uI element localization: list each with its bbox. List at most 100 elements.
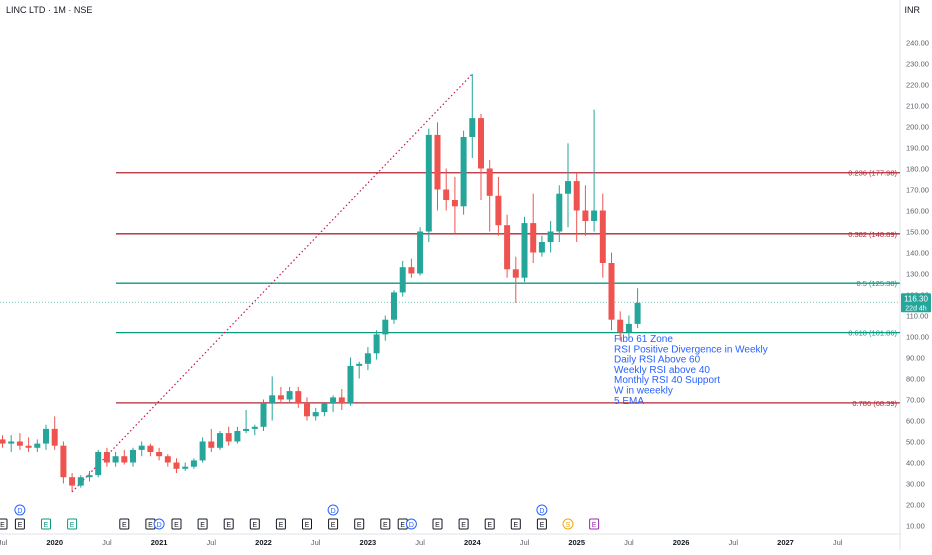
earnings-event-icon[interactable] (119, 518, 130, 530)
earnings-event-icon[interactable] (0, 518, 8, 530)
candle-body[interactable] (417, 231, 424, 274)
candle-body[interactable] (243, 428, 250, 431)
candle-body[interactable] (182, 466, 189, 469)
candle-body[interactable] (382, 319, 389, 335)
trend-line[interactable] (71, 73, 473, 493)
candle-body[interactable] (538, 242, 545, 253)
dividend-event-icon[interactable] (14, 504, 26, 516)
candle-body[interactable] (121, 456, 128, 463)
earnings-event-icon[interactable] (432, 518, 443, 530)
candle-body[interactable] (504, 225, 511, 270)
candle-body[interactable] (625, 323, 632, 333)
candle-body[interactable] (147, 445, 154, 452)
candle-body[interactable] (451, 200, 458, 207)
candle-body[interactable] (277, 395, 284, 400)
earnings-event-icon[interactable] (275, 518, 286, 530)
candle-body[interactable] (312, 412, 319, 417)
candle-body[interactable] (330, 397, 337, 404)
candle-body[interactable] (234, 431, 241, 442)
candle-body[interactable] (321, 403, 328, 413)
candle-body[interactable] (77, 477, 84, 486)
candle-body[interactable] (599, 210, 606, 264)
candle-body[interactable] (173, 462, 180, 469)
earnings-event-icon[interactable] (536, 518, 547, 530)
candle-body[interactable] (304, 403, 310, 417)
candle-body[interactable] (8, 441, 15, 444)
candle-body[interactable] (60, 445, 67, 478)
earnings-event-icon[interactable] (380, 518, 391, 530)
dividend-event-icon[interactable] (405, 518, 417, 530)
candle-body[interactable] (347, 365, 354, 404)
earnings-event-icon[interactable] (589, 518, 600, 530)
candle-body[interactable] (617, 319, 624, 333)
earnings-event-icon[interactable] (484, 518, 495, 530)
candle-body[interactable] (556, 193, 563, 232)
candle-body[interactable] (634, 302, 641, 324)
earnings-event-icon[interactable] (67, 518, 78, 530)
candle-body[interactable] (399, 267, 406, 293)
candle-body[interactable] (16, 441, 23, 446)
candle-body[interactable] (199, 441, 206, 461)
candle-body[interactable] (95, 452, 102, 476)
earnings-event-icon[interactable] (249, 518, 260, 530)
earnings-event-icon[interactable] (223, 518, 234, 530)
candle-body[interactable] (443, 189, 450, 201)
earnings-event-icon[interactable] (14, 518, 25, 530)
candle-body[interactable] (225, 433, 232, 442)
candle-body[interactable] (565, 181, 571, 194)
candle-body[interactable] (478, 118, 484, 169)
candle-body[interactable] (269, 395, 276, 404)
candle-body[interactable] (591, 210, 598, 222)
split-event-icon[interactable] (562, 518, 574, 530)
candle-body[interactable] (486, 168, 493, 196)
earnings-event-icon[interactable] (171, 518, 182, 530)
candle-body[interactable] (338, 397, 345, 404)
candle-body[interactable] (295, 391, 302, 404)
candle-body[interactable] (43, 428, 49, 444)
earnings-event-icon[interactable] (302, 518, 312, 530)
candle-body[interactable] (251, 426, 258, 429)
earnings-event-icon[interactable] (510, 518, 521, 530)
candle-body[interactable] (260, 403, 267, 427)
dividend-event-icon[interactable] (536, 504, 548, 516)
candle-body[interactable] (25, 445, 32, 448)
candle-body[interactable] (573, 181, 580, 211)
candle-body[interactable] (530, 223, 537, 253)
candle-body[interactable] (69, 477, 76, 486)
earnings-event-icon[interactable] (197, 518, 208, 530)
candle-body[interactable] (495, 195, 502, 226)
candle-body[interactable] (164, 456, 171, 463)
candle-body[interactable] (408, 267, 415, 274)
candle-body[interactable] (547, 231, 554, 243)
candle-body[interactable] (521, 223, 528, 278)
candle-body[interactable] (208, 441, 215, 448)
candle-body[interactable] (138, 445, 145, 450)
candle-body[interactable] (460, 137, 467, 207)
candle-body[interactable] (86, 475, 93, 478)
candle-body[interactable] (469, 118, 476, 137)
candle-body[interactable] (0, 439, 6, 444)
candle-body[interactable] (356, 363, 363, 366)
candle-body[interactable] (112, 456, 119, 463)
candle-body[interactable] (373, 334, 380, 354)
candle-body[interactable] (286, 391, 293, 400)
dividend-event-icon[interactable] (327, 504, 339, 516)
candle-body[interactable] (425, 134, 432, 232)
candle-body[interactable] (190, 460, 197, 467)
candle-body[interactable] (582, 210, 589, 222)
candle-body[interactable] (434, 134, 441, 190)
candle-body[interactable] (391, 292, 397, 320)
candle-body[interactable] (34, 443, 41, 448)
candle-body[interactable] (51, 428, 58, 446)
earnings-event-icon[interactable] (354, 518, 365, 530)
dividend-event-icon[interactable] (153, 518, 165, 530)
candle-body[interactable] (608, 263, 615, 320)
earnings-event-icon[interactable] (458, 518, 469, 530)
candle-body[interactable] (364, 353, 371, 364)
candle-body[interactable] (512, 269, 519, 278)
earnings-event-icon[interactable] (328, 518, 339, 530)
candle-body[interactable] (217, 433, 223, 448)
candle-body[interactable] (103, 452, 110, 463)
